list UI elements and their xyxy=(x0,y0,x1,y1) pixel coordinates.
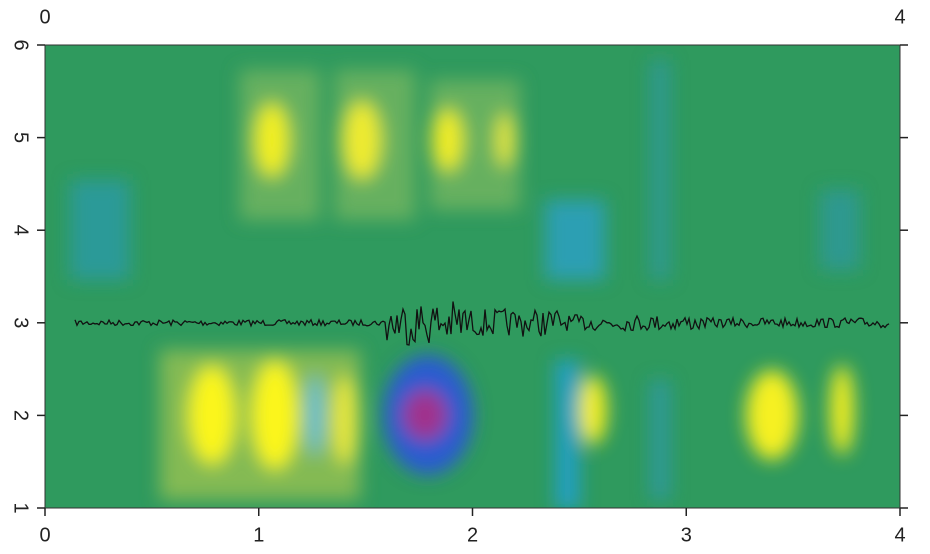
x2-tick-label: 0 xyxy=(39,6,50,28)
y-tick-label: 5 xyxy=(10,132,32,143)
y-tick-label: 3 xyxy=(10,317,32,328)
heatmap xyxy=(45,45,900,508)
waveform-trace xyxy=(74,301,890,346)
x-tick-label: 0 xyxy=(39,524,50,546)
x-tick-label: 3 xyxy=(681,524,692,546)
x-tick-label: 4 xyxy=(894,524,905,546)
x-tick-label: 1 xyxy=(253,524,264,546)
y-tick-label: 6 xyxy=(10,39,32,50)
heatmap-blobs xyxy=(70,60,860,508)
x2-tick-label: 4 xyxy=(894,6,905,28)
y-tick-label: 1 xyxy=(10,502,32,513)
y-tick-label: 2 xyxy=(10,410,32,421)
x-tick-label: 2 xyxy=(467,524,478,546)
y-tick-label: 4 xyxy=(10,225,32,236)
